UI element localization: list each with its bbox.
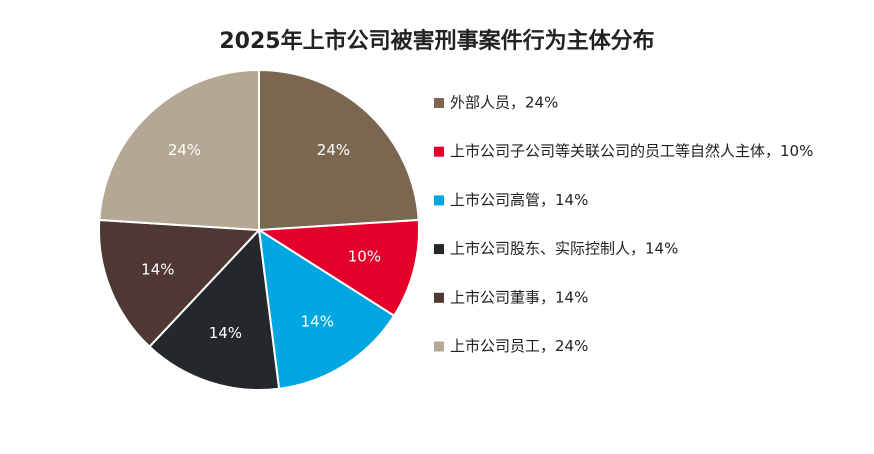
pie-slice [257,228,396,390]
pie-slice [255,218,420,318]
legend-label: 外部人员，24% [450,94,558,112]
pie-slice [98,68,260,232]
legend-label: 上市公司子公司等关联公司的员工等自然人主体，10% [450,142,813,160]
legend-label: 上市公司高管，14% [450,191,588,209]
pie-slice [98,218,262,349]
legend-label: 上市公司股东、实际控制人，14% [450,240,678,258]
legend-swatch [434,244,444,255]
data-label: 24% [317,141,350,159]
legend-label: 上市公司员工，24% [450,337,588,355]
data-label: 14% [141,261,174,279]
legend-swatch [434,146,444,157]
data-label: 10% [348,248,381,266]
data-label: 24% [168,141,201,159]
chart-title: 2025年上市公司被害刑事案件行为主体分布 [219,28,654,54]
legend-label: 上市公司董事，14% [450,288,588,306]
legend-swatch [434,292,444,303]
legend-swatch [434,195,444,206]
legend-swatch [434,341,444,352]
pie-slice [148,227,281,391]
data-label: 14% [301,312,334,330]
data-label: 14% [209,324,242,342]
pie-slice [258,68,420,232]
legend-swatch [434,98,444,108]
